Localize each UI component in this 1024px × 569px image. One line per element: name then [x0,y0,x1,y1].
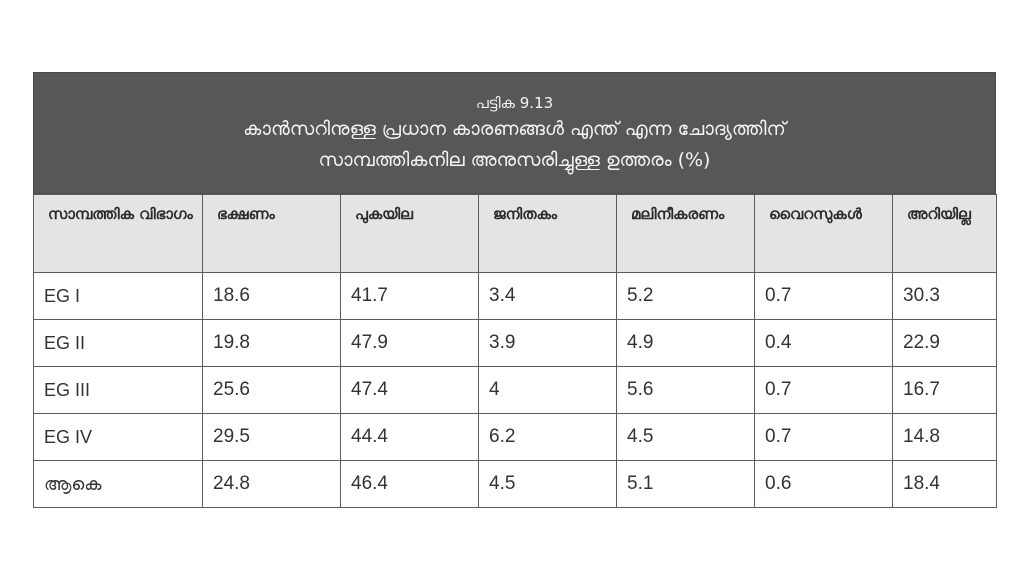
table-row: EG II 19.8 47.9 3.9 4.9 0.4 22.9 [33,319,997,367]
cell-tobacco: 44.4 [340,413,479,461]
row-label: EG IV [33,413,203,461]
data-table-container: പട്ടിക 9.13 കാൻസറിനുള്ള പ്രധാന കാരണങ്ങൾ … [33,72,997,508]
table-title-band: പട്ടിക 9.13 കാൻസറിനുള്ള പ്രധാന കാരണങ്ങൾ … [33,72,996,194]
table-row-total: ആകെ 24.8 46.4 4.5 5.1 0.6 18.4 [33,460,997,508]
header-genetic: ജനിതകം [478,194,617,273]
cell-food: 24.8 [202,460,341,508]
cell-food: 19.8 [202,319,341,367]
cancer-causes-table: സാമ്പത്തിക വിഭാഗം ഭക്ഷണം പുകയില ജനിതകം മ… [33,194,997,508]
cell-food: 25.6 [202,366,341,414]
cell-dont-know: 22.9 [892,319,997,367]
cell-viruses: 0.7 [754,413,893,461]
cell-dont-know: 30.3 [892,272,997,320]
header-pollution: മലിനീകരണം [616,194,755,273]
cell-food: 18.6 [202,272,341,320]
table-title-line-1: കാൻസറിനുള്ള പ്രധാന കാരണങ്ങൾ എന്ത് എന്ന ച… [243,118,786,140]
header-dont-know: അറിയില്ല [892,194,997,273]
header-row: സാമ്പത്തിക വിഭാഗം ഭക്ഷണം പുകയില ജനിതകം മ… [33,194,997,273]
cell-tobacco: 47.9 [340,319,479,367]
header-tobacco: പുകയില [340,194,479,273]
row-label: EG III [33,366,203,414]
cell-pollution: 5.1 [616,460,755,508]
table-row: EG III 25.6 47.4 4 5.6 0.7 16.7 [33,366,997,414]
cell-pollution: 5.6 [616,366,755,414]
cell-viruses: 0.4 [754,319,893,367]
cell-genetic: 4 [478,366,617,414]
cell-genetic: 3.9 [478,319,617,367]
cell-dont-know: 18.4 [892,460,997,508]
row-label: EG I [33,272,203,320]
cell-dont-know: 14.8 [892,413,997,461]
cell-genetic: 6.2 [478,413,617,461]
table-row: EG I 18.6 41.7 3.4 5.2 0.7 30.3 [33,272,997,320]
table-number: പട്ടിക 9.13 [475,94,554,112]
cell-pollution: 4.9 [616,319,755,367]
header-viruses: വൈറസുകൾ [754,194,893,273]
cell-viruses: 0.7 [754,366,893,414]
header-food: ഭക്ഷണം [202,194,341,273]
cell-pollution: 4.5 [616,413,755,461]
header-economic-group: സാമ്പത്തിക വിഭാഗം [33,194,203,273]
cell-tobacco: 41.7 [340,272,479,320]
cell-viruses: 0.6 [754,460,893,508]
table-row: EG IV 29.5 44.4 6.2 4.5 0.7 14.8 [33,413,997,461]
cell-genetic: 3.4 [478,272,617,320]
cell-genetic: 4.5 [478,460,617,508]
cell-pollution: 5.2 [616,272,755,320]
row-label: EG II [33,319,203,367]
cell-food: 29.5 [202,413,341,461]
row-label: ആകെ [33,460,203,508]
cell-dont-know: 16.7 [892,366,997,414]
table-title-line-2: സാമ്പത്തികനില അനുസരിച്ചുള്ള ഉത്തരം (%) [318,149,711,171]
cell-viruses: 0.7 [754,272,893,320]
cell-tobacco: 46.4 [340,460,479,508]
cell-tobacco: 47.4 [340,366,479,414]
